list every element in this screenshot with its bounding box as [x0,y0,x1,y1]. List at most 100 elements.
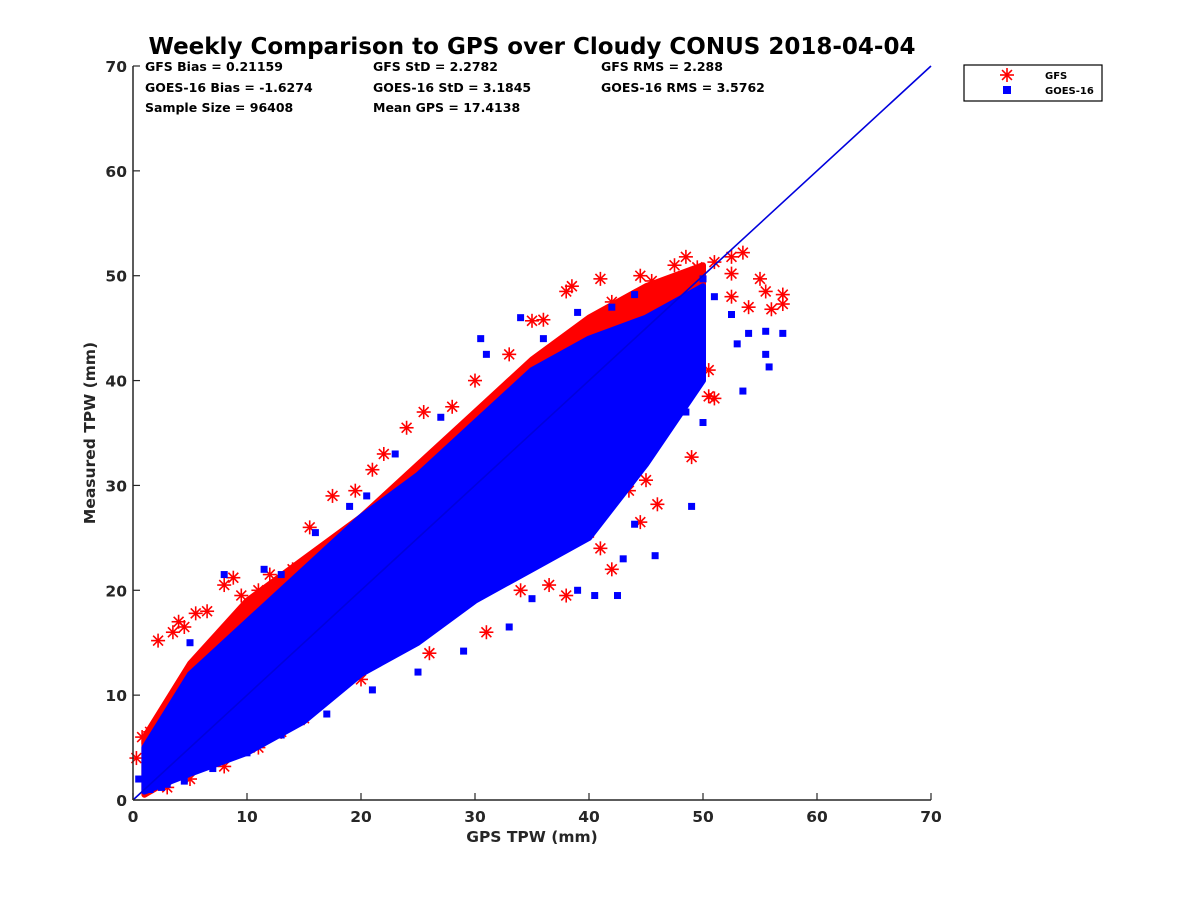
gfs-point [285,562,300,577]
stat-goes-std: GOES-16 StD = 3.1845 [373,80,531,95]
x-tick-label: 0 [128,808,139,826]
gfs-point [593,541,608,556]
x-ticks: 0 10 20 30 40 50 60 70 [128,793,942,826]
goes16-point [574,308,582,316]
goes16-point [608,303,616,311]
goes16-point [562,529,570,537]
gfs-point [650,497,665,512]
goes16-point [482,350,490,358]
goes16-point [243,749,251,757]
y-tick-label: 60 [105,163,127,181]
goes16-point [651,552,659,560]
gfs-point [165,625,180,640]
chart-title: Weekly Comparison to GPS over Cloudy CON… [149,34,916,60]
gfs-point [678,249,693,264]
x-tick-label: 60 [806,808,828,826]
goes16-point [682,408,690,416]
goes16-point [631,520,639,528]
gfs-point [593,271,608,286]
gfs-point [753,271,767,286]
gfs-point [758,284,773,299]
gfs-point [604,562,619,577]
goes16-series [135,275,787,795]
gfs-point [177,619,192,634]
gfs-point [707,255,722,270]
goes16-point [437,413,445,421]
x-tick-label: 30 [464,808,486,826]
gfs-point [217,578,232,593]
x-tick-label: 20 [350,808,372,826]
goes16-point [653,335,661,343]
legend-box [963,64,1103,102]
goes16-point [699,275,707,283]
goes16-point [688,502,696,510]
goes16-point [765,363,773,371]
gfs-point [348,483,363,498]
gfs-point [325,488,340,503]
x-tick-label: 70 [920,808,942,826]
gfs-point [513,583,528,598]
goes16-point [591,592,599,600]
stat-mean-gps: Mean GPS = 17.4138 [373,100,520,115]
stat-gfs-rms: GFS RMS = 2.288 [601,59,723,74]
goes16-point [209,765,217,773]
goes16-point [762,327,770,335]
x-tick-label: 40 [578,808,600,826]
goes16-point [323,710,331,718]
goes16-point [146,786,154,794]
gfs-point [376,446,391,461]
gfs-point [639,473,653,488]
gfs-point [536,312,551,327]
goes16-point [135,775,143,783]
goes16-point [220,571,228,579]
gfs-point [644,273,659,288]
stats-block: GFS Bias = 0.21159 GFS StD = 2.2782 GFS … [145,59,765,115]
gfs-point [724,289,739,304]
stat-goes-bias: GOES-16 Bias = -1.6274 [145,80,313,95]
gfs-point [741,300,756,315]
goes16-point [631,291,639,299]
goes16-point [277,571,285,579]
x-tick-label: 50 [692,808,714,826]
gfs-point [468,373,482,388]
y-tick-label: 10 [105,687,127,705]
gfs-point [129,751,144,766]
gfs-point [707,391,722,406]
x-axis-label: GPS TPW (mm) [466,828,598,846]
gfs-point [151,633,166,648]
goes16-point [659,377,667,385]
goes16-point [460,647,468,655]
gfs-point [559,588,574,603]
legend-gfs-asterisk [1000,68,1014,82]
goes16-point [733,340,741,348]
stat-goes-rms: GOES-16 RMS = 3.5762 [601,80,765,95]
goes16-point [619,555,627,563]
goes16-point [346,502,354,510]
gfs-point [302,520,317,535]
gfs-point [684,450,699,465]
goes16-point [671,350,678,358]
y-tick-label: 20 [105,582,127,600]
gfs-point [234,588,249,603]
gfs-point [188,606,203,621]
goes16-point [699,419,707,427]
goes16-point [477,335,485,343]
goes16-point [158,783,165,791]
goes16-point [163,780,171,788]
gfs-point [445,399,460,414]
gfs-point [724,266,739,281]
goes16-point [676,314,684,322]
gfs-point [564,279,579,294]
legend-gfs-marker [1000,68,1014,82]
goes16-point [614,592,621,600]
gfs-point [502,347,517,362]
y-tick-label: 30 [105,477,127,495]
gfs-point [667,258,682,273]
goes16-point [745,329,753,337]
goes16-point [539,335,547,343]
gfs-point [764,302,779,317]
stat-gfs-std: GFS StD = 2.2782 [373,59,498,74]
y-tick-label: 0 [116,792,127,810]
stat-sample-size: Sample Size = 96408 [145,100,293,115]
